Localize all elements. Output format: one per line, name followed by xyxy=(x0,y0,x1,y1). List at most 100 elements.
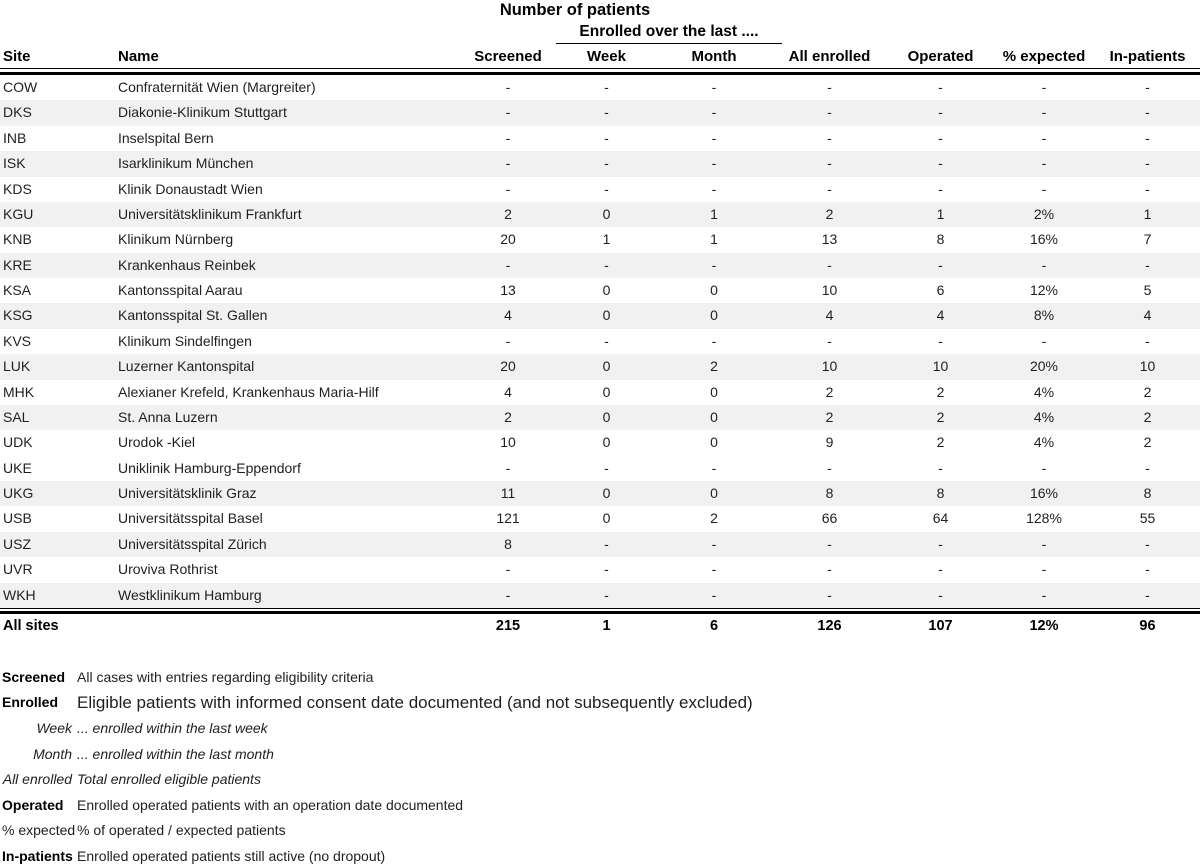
cell-in-patients: 7 xyxy=(1143,231,1152,248)
cell-week: - xyxy=(604,79,609,95)
cell-month: - xyxy=(711,535,717,552)
site-name: Universitätsspital Basel xyxy=(118,510,263,527)
cell-month: - xyxy=(711,79,717,95)
cell-all-enrolled: 13 xyxy=(821,231,838,248)
cell-week: 0 xyxy=(602,358,611,375)
site-code: USZ xyxy=(3,535,31,552)
cell-screened: 20 xyxy=(500,358,516,375)
cell-in-patients: - xyxy=(1145,561,1150,578)
site-name: Kantonsspital Aarau xyxy=(118,282,243,298)
cell-pct-expected: - xyxy=(1041,535,1047,552)
table-row: KDS Klinik Donaustadt Wien - - - - - - - xyxy=(0,177,1200,202)
cell-operated: 8 xyxy=(936,485,945,501)
column-header-operated: Operated xyxy=(907,48,974,65)
cell-screened: 20 xyxy=(500,231,516,248)
cell-all-enrolled: 9 xyxy=(825,434,834,451)
site-code: INB xyxy=(3,129,27,146)
cell-operated: 10 xyxy=(932,358,949,375)
report-header: Number of patients Enrolled over the las… xyxy=(0,0,1200,46)
cell-screened: - xyxy=(505,155,511,172)
cell-week: 0 xyxy=(602,307,611,324)
site-code: KDS xyxy=(3,180,32,197)
site-name: Uniklinik Hamburg-Eppendorf xyxy=(118,459,301,476)
cell-operated: - xyxy=(938,586,943,603)
site-code: LUK xyxy=(3,358,31,375)
table-row: KRE Krankenhaus Reinbek - - - - - - - xyxy=(0,252,1200,278)
cell-operated: 1 xyxy=(936,205,945,222)
cell-all-enrolled: 66 xyxy=(821,510,838,527)
legend-row: % expected % of operated / expected pati… xyxy=(0,818,1200,844)
cell-operated: 6 xyxy=(936,282,945,298)
cell-month: 0 xyxy=(710,408,718,425)
cell-in-patients: 4 xyxy=(1143,307,1152,324)
cell-month: - xyxy=(711,155,717,172)
cell-week: 0 xyxy=(602,383,611,400)
site-code: COW xyxy=(3,79,38,95)
cell-month: 0 xyxy=(710,282,718,298)
cell-all-enrolled: - xyxy=(827,155,832,172)
table-row: WKH Westklinikum Hamburg - - - - - - - xyxy=(0,582,1200,608)
cell-all-enrolled: 10 xyxy=(821,358,838,375)
legend-row: Operated Enrolled operated patients with… xyxy=(0,793,1200,819)
table-row: LUK Luzerner Kantonspital 20 0 2 10 10 2… xyxy=(0,354,1200,380)
cell-all-enrolled: - xyxy=(827,256,832,273)
cell-screened: - xyxy=(505,79,511,95)
column-header-month: Month xyxy=(691,48,737,65)
table-header-row: Site Name Screened Week Month All enroll… xyxy=(0,46,1200,69)
cell-screened: - xyxy=(505,256,511,273)
site-code: DKS xyxy=(3,104,32,121)
cell-operated: - xyxy=(938,459,943,476)
legend-label: All enrolled xyxy=(2,771,72,788)
cell-operated: - xyxy=(938,256,943,273)
cell-month: - xyxy=(711,256,717,273)
cell-screened: - xyxy=(505,129,511,146)
cell-pct-expected: 4% xyxy=(1033,434,1055,451)
cell-all-enrolled: - xyxy=(827,459,832,476)
cell-screened: - xyxy=(505,561,511,578)
cell-month: 0 xyxy=(710,383,718,400)
cell-operated: 2 xyxy=(936,383,945,400)
table-row: KNB Klinikum Nürnberg 20 1 1 13 8 16% 7 xyxy=(0,227,1200,252)
site-name: Kantonsspital St. Gallen xyxy=(118,307,268,324)
cell-week: 0 xyxy=(602,434,611,451)
cell-screened: 11 xyxy=(500,485,516,501)
cell-all-enrolled: 2 xyxy=(825,408,834,425)
cell-operated: 64 xyxy=(932,510,949,527)
site-name: Klinikum Sindelfingen xyxy=(118,332,252,349)
cell-month: - xyxy=(711,459,717,476)
site-name: St. Anna Luzern xyxy=(118,408,218,425)
site-code: KNB xyxy=(3,231,32,248)
cell-month: - xyxy=(711,561,717,578)
column-header-site: Site xyxy=(3,48,31,65)
cell-pct-expected: 20% xyxy=(1029,358,1059,375)
cell-week: - xyxy=(604,459,609,476)
cell-week: 0 xyxy=(602,282,611,298)
site-name: Krankenhaus Reinbek xyxy=(118,256,256,273)
table-row: COW Confraternität Wien (Margreiter) - -… xyxy=(0,75,1200,100)
column-header-name: Name xyxy=(118,48,159,65)
site-code: KGU xyxy=(3,205,34,222)
table-row: ISK Isarklinikum München - - - - - - - xyxy=(0,151,1200,177)
cell-in-patients: - xyxy=(1145,535,1150,552)
cell-screened: - xyxy=(505,180,511,197)
cell-all-enrolled: 2 xyxy=(825,383,834,400)
table-row: UKG Universitätsklinik Graz 11 0 0 8 8 1… xyxy=(0,481,1200,507)
cell-pct-expected: - xyxy=(1041,256,1047,273)
site-code: UDK xyxy=(3,434,33,451)
legend-label: Enrolled xyxy=(2,694,59,711)
table-row: INB Inselspital Bern - - - - - - - xyxy=(0,126,1200,151)
legend-row: Week ... enrolled within the last week xyxy=(0,716,1200,742)
cell-in-patients: - xyxy=(1145,332,1150,349)
totals-label: All sites xyxy=(3,617,59,634)
cell-month: 1 xyxy=(710,231,718,248)
table-row: KSA Kantonsspital Aarau 13 0 0 10 6 12% … xyxy=(0,278,1200,303)
table-row: KVS Klinikum Sindelfingen - - - - - - - xyxy=(0,329,1200,354)
cell-in-patients: - xyxy=(1145,180,1150,197)
cell-in-patients: - xyxy=(1145,79,1150,95)
cell-pct-expected: - xyxy=(1041,129,1047,146)
cell-all-enrolled: - xyxy=(827,129,832,146)
site-name: Universitätsspital Zürich xyxy=(118,535,267,552)
site-name: Diakonie-Klinikum Stuttgart xyxy=(118,104,287,121)
cell-in-patients: 8 xyxy=(1143,485,1152,501)
